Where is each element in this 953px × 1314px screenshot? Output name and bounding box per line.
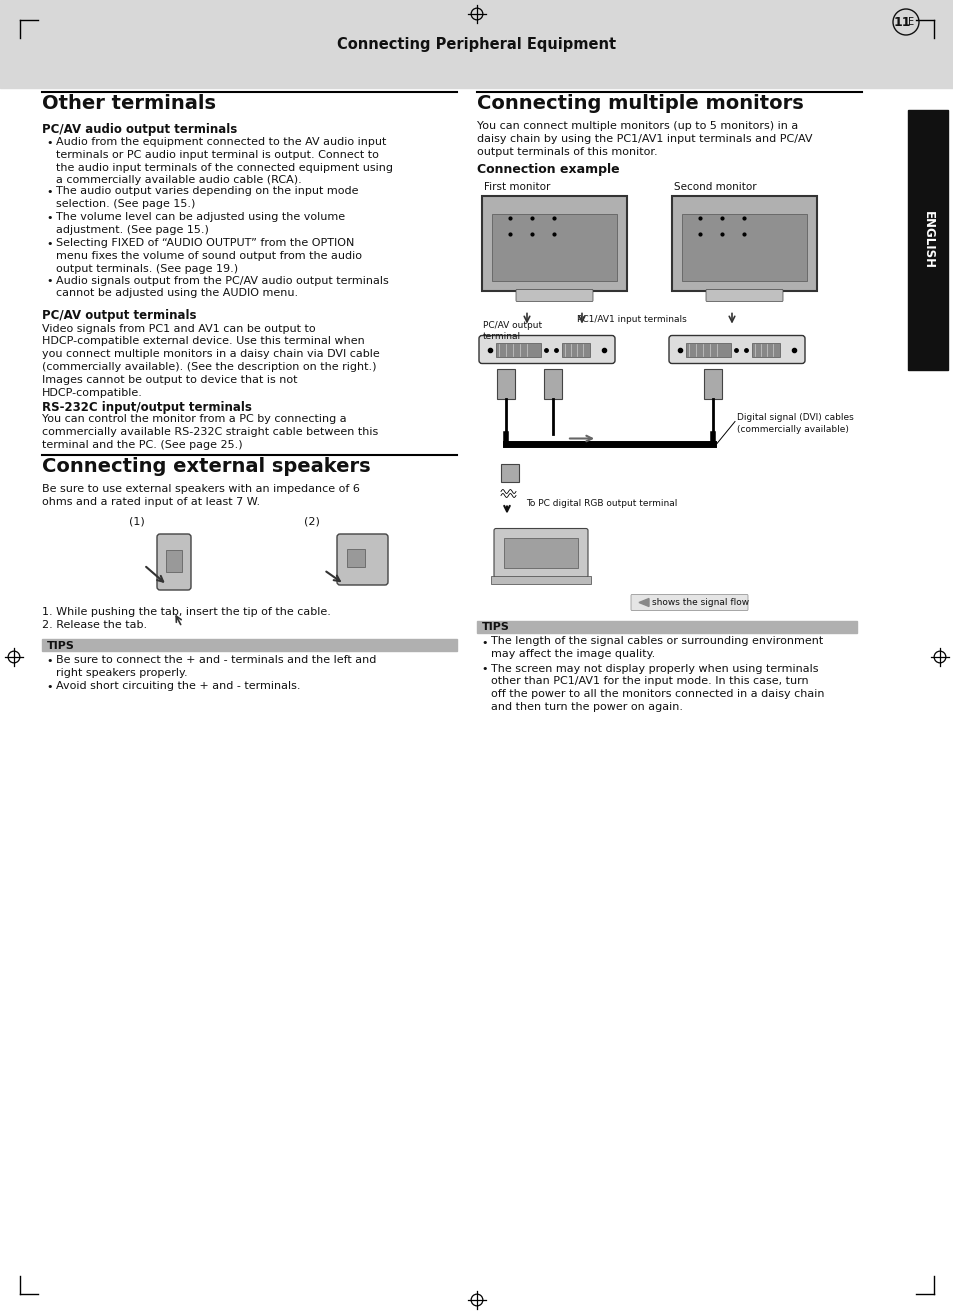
Bar [500, 464, 518, 481]
Text: •: • [46, 656, 52, 666]
Bar [703, 368, 721, 398]
Text: Other terminals: Other terminals [42, 95, 215, 113]
Text: •: • [46, 187, 52, 197]
Text: •: • [46, 239, 52, 248]
Text: The length of the signal cables or surrounding environment
may affect the image : The length of the signal cables or surro… [491, 636, 822, 660]
Text: •: • [46, 276, 52, 286]
Text: PC1/AV1 input terminals: PC1/AV1 input terminals [577, 314, 686, 323]
FancyBboxPatch shape [630, 594, 747, 611]
Bar [481, 196, 626, 290]
Bar [685, 343, 730, 356]
Text: Connecting Peripheral Equipment: Connecting Peripheral Equipment [337, 37, 616, 51]
Bar [491, 576, 590, 583]
Text: RS-232C input/output terminals: RS-232C input/output terminals [42, 401, 252, 414]
Text: PC/AV output
terminal: PC/AV output terminal [482, 321, 541, 340]
Text: Be sure to use external speakers with an impedance of 6
ohms and a rated input o: Be sure to use external speakers with an… [42, 484, 359, 507]
Bar [751, 343, 780, 356]
Text: To PC digital RGB output terminal: To PC digital RGB output terminal [525, 498, 677, 507]
Bar [476, 620, 856, 632]
Bar [42, 639, 456, 650]
Text: The volume level can be adjusted using the volume
adjustment. (See page 15.): The volume level can be adjusted using t… [56, 212, 345, 235]
Text: •: • [480, 637, 487, 648]
FancyBboxPatch shape [157, 533, 191, 590]
Text: Video signals from PC1 and AV1 can be output to
HDCP-compatible external device.: Video signals from PC1 and AV1 can be ou… [42, 323, 379, 398]
Text: Be sure to connect the + and - terminals and the left and
right speakers properl: Be sure to connect the + and - terminals… [56, 654, 376, 678]
Text: shows the signal flow: shows the signal flow [651, 598, 748, 607]
Polygon shape [639, 598, 648, 607]
Bar [503, 537, 578, 568]
Bar [497, 368, 515, 398]
Text: PC/AV output terminals: PC/AV output terminals [42, 310, 196, 322]
Text: You can control the monitor from a PC by connecting a
commercially available RS-: You can control the monitor from a PC by… [42, 414, 377, 451]
Bar [166, 551, 182, 572]
Text: •: • [46, 682, 52, 692]
Bar [681, 213, 806, 280]
Text: Digital signal (DVI) cables
(commercially available): Digital signal (DVI) cables (commerciall… [737, 414, 853, 434]
FancyBboxPatch shape [478, 335, 615, 364]
Text: 11: 11 [892, 16, 910, 29]
FancyBboxPatch shape [668, 335, 804, 364]
Bar [347, 549, 365, 568]
Bar [671, 196, 816, 290]
Text: Avoid short circuiting the + and - terminals.: Avoid short circuiting the + and - termi… [56, 681, 300, 691]
Text: First monitor: First monitor [483, 181, 550, 192]
Text: Second monitor: Second monitor [673, 181, 756, 192]
Bar [907, 110, 947, 371]
Bar [543, 368, 561, 398]
FancyBboxPatch shape [516, 289, 593, 301]
Text: Connecting multiple monitors: Connecting multiple monitors [476, 95, 803, 113]
Text: (2): (2) [304, 516, 319, 527]
Text: TIPS: TIPS [481, 623, 509, 632]
Text: PC/AV audio output terminals: PC/AV audio output terminals [42, 124, 237, 137]
FancyBboxPatch shape [336, 533, 388, 585]
Bar [561, 343, 589, 356]
Bar [0, 0, 953, 88]
Text: 1. While pushing the tab, insert the tip of the cable.: 1. While pushing the tab, insert the tip… [42, 607, 331, 618]
Text: Audio from the equipment connected to the AV audio input
terminals or PC audio i: Audio from the equipment connected to th… [56, 137, 393, 185]
Bar [492, 213, 617, 280]
Text: ENGLISH: ENGLISH [921, 212, 934, 269]
Text: •: • [480, 665, 487, 674]
Text: The screen may not display properly when using terminals
other than PC1/AV1 for : The screen may not display properly when… [491, 664, 823, 712]
FancyBboxPatch shape [705, 289, 782, 301]
Text: E: E [907, 17, 913, 28]
Text: Selecting FIXED of “AUDIO OUTPUT” from the OPTION
menu fixes the volume of sound: Selecting FIXED of “AUDIO OUTPUT” from t… [56, 238, 361, 273]
Text: You can connect multiple monitors (up to 5 monitors) in a
daisy chain by using t: You can connect multiple monitors (up to… [476, 121, 812, 156]
Text: The audio output varies depending on the input mode
selection. (See page 15.): The audio output varies depending on the… [56, 187, 358, 209]
Text: Connecting external speakers: Connecting external speakers [42, 457, 370, 476]
Text: TIPS: TIPS [47, 641, 74, 650]
Text: •: • [46, 138, 52, 148]
Text: (1): (1) [129, 516, 145, 527]
FancyBboxPatch shape [494, 528, 587, 577]
Text: 2. Release the tab.: 2. Release the tab. [42, 620, 147, 629]
Text: Audio signals output from the PC/AV audio output terminals
cannot be adjusted us: Audio signals output from the PC/AV audi… [56, 276, 388, 298]
Text: Connection example: Connection example [476, 163, 619, 176]
Bar [496, 343, 540, 356]
Text: •: • [46, 213, 52, 223]
